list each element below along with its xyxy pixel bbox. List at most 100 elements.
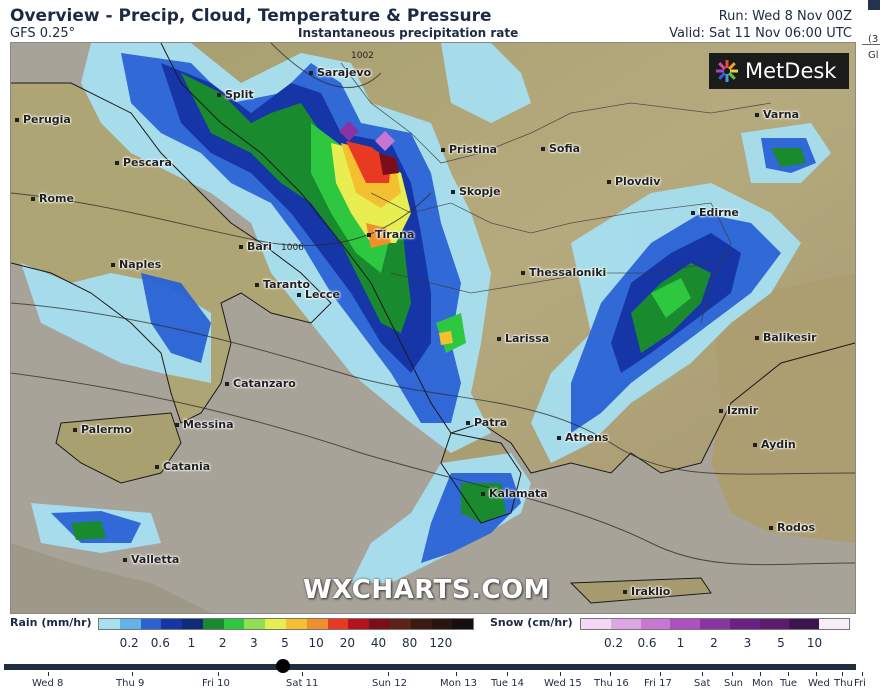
snow-tick-label: 0.2 [603,636,624,650]
rain-color-swatch [389,619,411,629]
timeline-day-label[interactable]: Wed 8 [32,678,64,689]
city-label: Rodos [769,521,815,534]
model-name: GFS 0.25° [10,26,76,41]
timeline-tick [816,672,817,676]
timeline-day-label[interactable]: Thu 16 [594,678,629,689]
timeline-day-label[interactable]: Sat 11 [286,678,319,689]
city-label: Sofia [541,142,580,155]
rain-tick-label: 1 [187,636,196,650]
rain-tick-label: 2 [218,636,227,650]
city-label: Catania [155,460,210,473]
city-label: Pescara [115,156,172,169]
rain-color-swatch [182,619,203,629]
snow-tick-label: 2 [710,636,718,650]
city-label: Lecce [297,288,340,301]
city-label: Bari [239,240,272,253]
rain-color-swatch [327,619,349,629]
city-label: Skopje [451,185,501,198]
rain-color-bar [98,618,474,630]
side-panel-fragment-b: Gl [868,50,879,61]
snow-tick-label: 3 [743,636,752,650]
rain-color-swatch [244,619,266,629]
city-label: Edirne [691,206,739,219]
city-label: Perugia [15,113,71,126]
timeline-day-label[interactable]: Mon [752,678,774,689]
coastlines [11,43,855,604]
rain-color-swatch [348,619,370,629]
land-italy [11,83,331,423]
timeline-handle[interactable] [276,659,290,673]
valid-time: Valid: Sat 11 Nov 06:00 UTC [669,26,852,41]
metdesk-star-icon [716,60,738,82]
timeline-tick [702,672,703,676]
rain-tick-label: 3 [250,636,258,650]
timeline-day-label[interactable]: Thu 9 [116,678,145,689]
rain-tick-label: 20 [339,636,355,650]
timeline-day-label[interactable]: Tue 14 [491,678,524,689]
rain-legend-label: Rain (mm/hr) [10,616,92,629]
timeline-day-label[interactable]: Fri 17 [644,678,672,689]
side-panel-fragment-a: (3 [868,34,879,45]
rain-legend: Rain (mm/hr) 0.2 0.6 1 2 3 5 10 20 40 80 120 [10,616,480,652]
timeline-tick [388,672,389,676]
snow-color-swatch [729,619,760,629]
side-panel-edge [868,0,880,10]
timeline-tick [560,672,561,676]
timeline-track[interactable] [4,664,856,670]
city-label: Pristina [441,143,497,156]
rain-color-swatch [369,619,390,629]
timeline-day-label[interactable]: Thu [834,678,853,689]
city-label: Valletta [123,553,179,566]
timeline-tick [610,672,611,676]
timeline-day-label[interactable]: Wed [808,678,830,689]
timeline-day-label[interactable]: Wed 15 [544,678,582,689]
rain-color-swatch [223,619,245,629]
rain-color-swatch [306,619,328,629]
rain-tick-label: 10 [308,636,324,650]
timeline-tick [788,672,789,676]
city-label: Patra [466,416,507,429]
city-label: Varna [755,108,799,121]
city-label: Kalamata [481,487,548,500]
timeline-tick [760,672,761,676]
timeline-tick [732,672,733,676]
timeline-day-label[interactable]: Tue [780,678,798,689]
timeline-tick [48,672,49,676]
rain-tick-label: 0.2 [119,636,139,650]
forecast-map[interactable]: 1002 1006 MetDesk Sarajevo Split Perugia… [10,42,856,614]
city-label: Palermo [73,423,132,436]
timeline-day-label[interactable]: Fri 10 [202,678,230,689]
rain-color-swatch [99,619,120,629]
rain-color-swatch [140,619,162,629]
rain-tick-label: 5 [281,636,289,650]
rain-color-swatch [161,619,183,629]
rain-color-swatch [410,619,432,629]
rain-color-swatch [202,619,224,629]
city-label: Iraklio [623,585,670,598]
city-label: Izmir [719,404,758,417]
city-label: Plovdiv [607,175,660,188]
city-label: Rome [31,192,74,205]
timeline-day-label[interactable]: Sun [724,678,744,689]
timeline-tick [302,672,303,676]
timeline-day-label[interactable]: Mon 13 [440,678,477,689]
run-time: Run: Wed 8 Nov 00Z [718,9,852,24]
city-label: Sarajevo [309,66,371,79]
city-label: Naples [111,258,161,271]
city-label: Tirana [367,228,414,241]
metdesk-logo: MetDesk [709,53,849,89]
snow-color-swatch [581,619,611,629]
timeline-day-label[interactable]: Fri [854,678,866,689]
snow-legend-label: Snow (cm/hr) [490,616,573,629]
snow-tick-label: 0.6 [637,636,657,650]
rain-tick-label: 120 [429,636,453,650]
logo-text: MetDesk [745,59,837,83]
field-name: Instantaneous precipitation rate [298,26,519,40]
chart-title: Overview - Precip, Cloud, Temperature & … [10,6,492,26]
snow-tick-label: 10 [806,636,823,650]
timeline-tick [842,672,843,676]
city-label: Larissa [497,332,549,345]
timeline-day-label[interactable]: Sat [694,678,711,689]
side-panel-divider [862,44,880,45]
timeline-day-label[interactable]: Sun 12 [372,678,407,689]
